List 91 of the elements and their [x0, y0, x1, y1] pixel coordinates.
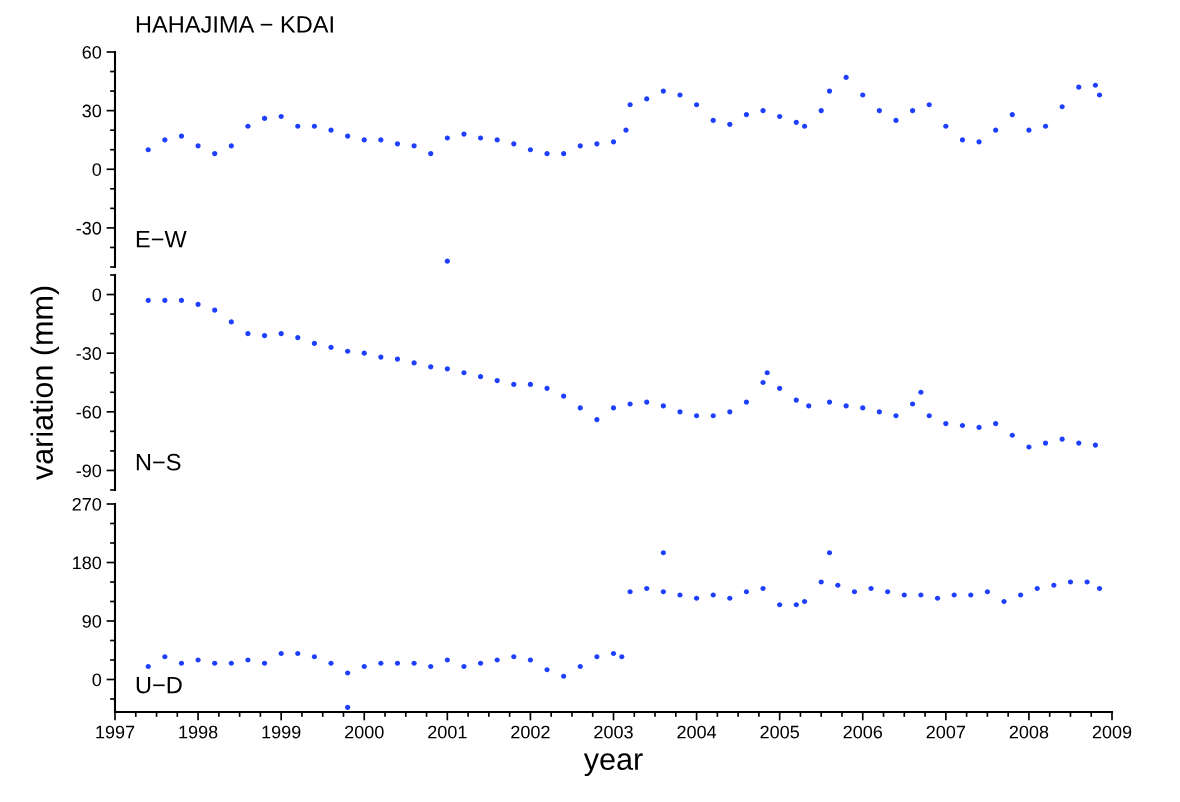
- point: [710, 413, 716, 419]
- point: [843, 403, 849, 409]
- point: [806, 403, 812, 409]
- x-tick-label: 2007: [926, 725, 966, 739]
- point: [428, 364, 434, 370]
- annotation: N−S: [136, 453, 181, 471]
- point: [378, 354, 384, 360]
- point: [1026, 444, 1032, 450]
- y-tick-label: 90: [82, 614, 102, 628]
- point: [610, 405, 617, 411]
- point: [1009, 432, 1015, 438]
- point: [178, 297, 185, 304]
- point: [162, 297, 168, 304]
- point: [278, 331, 284, 337]
- point: [993, 420, 999, 427]
- point: [910, 401, 916, 407]
- point: [311, 340, 317, 347]
- point: [494, 377, 500, 384]
- point: [860, 405, 866, 411]
- point: [926, 413, 932, 419]
- point: [195, 301, 201, 307]
- point: [777, 385, 783, 391]
- y-tick-label: 270: [72, 497, 102, 511]
- y-tick-label: 0: [92, 288, 102, 302]
- point: [677, 409, 683, 415]
- point: [461, 370, 467, 376]
- y-tick-label: -90: [76, 464, 102, 478]
- x-tick-label: 2008: [1009, 725, 1049, 739]
- x-tick-label: 1997: [96, 725, 135, 739]
- x-tick-label: 2002: [511, 725, 550, 739]
- y-tick-label: 30: [82, 104, 102, 118]
- point: [411, 360, 417, 366]
- point: [793, 397, 799, 403]
- point: [743, 399, 750, 405]
- point: [943, 420, 949, 427]
- y-tick-label: -30: [76, 347, 102, 360]
- point: [245, 331, 251, 337]
- point: [328, 344, 334, 350]
- x-tick-label: 2005: [760, 725, 799, 739]
- point: [577, 405, 583, 411]
- point: [561, 393, 567, 399]
- point: [959, 422, 966, 429]
- x-tick-label: 1999: [262, 725, 301, 739]
- point: [727, 409, 733, 415]
- point: [361, 350, 367, 356]
- point: [594, 417, 600, 423]
- point: [876, 409, 882, 415]
- point: [394, 356, 401, 362]
- point: [145, 297, 151, 304]
- annotation: E−W: [136, 231, 187, 248]
- x-tick-label: 2009: [1092, 725, 1132, 739]
- y-tick-label: 180: [73, 556, 102, 570]
- point: [544, 385, 550, 391]
- point: [1042, 440, 1049, 446]
- x-tick-label: 2000: [345, 725, 384, 739]
- y-tick-label: 60: [82, 45, 102, 59]
- point: [764, 370, 770, 376]
- point: [627, 401, 633, 407]
- point: [826, 399, 833, 405]
- chart-title: HAHAJIMA − KDAI: [136, 16, 333, 33]
- point: [760, 379, 766, 386]
- point: [1059, 436, 1065, 442]
- x-tick-label: 2006: [843, 725, 883, 739]
- point: [511, 381, 517, 388]
- point: [345, 348, 351, 354]
- x-tick-label: 1998: [179, 725, 218, 739]
- point: [918, 389, 924, 395]
- point: [228, 319, 234, 325]
- point: [261, 332, 268, 339]
- point: [295, 334, 301, 341]
- point: [693, 413, 700, 419]
- point: [444, 366, 450, 372]
- point: [527, 381, 534, 388]
- annotation: U−D: [136, 676, 182, 694]
- point: [212, 307, 218, 313]
- y-tick-label: -60: [76, 405, 102, 419]
- point: [1076, 440, 1082, 446]
- x-tick-label: 2004: [677, 725, 717, 739]
- x-axis-title: year: [583, 753, 643, 777]
- y-axis-title: variation (mm): [30, 286, 60, 481]
- point: [976, 424, 982, 431]
- point: [477, 374, 484, 380]
- point: [1092, 442, 1098, 448]
- point: [660, 403, 666, 409]
- y-tick-label: 0: [92, 673, 102, 687]
- y-tick-label: -30: [76, 221, 102, 235]
- x-tick-label: 2003: [594, 725, 633, 739]
- x-tick-label: 2001: [428, 725, 467, 739]
- y-tick-label: 0: [92, 163, 102, 176]
- point: [893, 413, 899, 419]
- point: [644, 399, 650, 405]
